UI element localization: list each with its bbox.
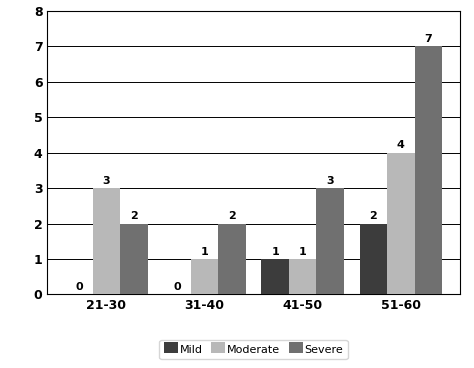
Bar xyxy=(120,224,147,294)
Text: 1: 1 xyxy=(201,247,209,256)
Bar xyxy=(218,224,246,294)
Text: 7: 7 xyxy=(425,34,432,44)
Text: 2: 2 xyxy=(228,211,236,221)
Text: 0: 0 xyxy=(173,282,181,292)
Bar xyxy=(317,188,344,294)
Bar xyxy=(387,153,415,294)
Bar xyxy=(92,188,120,294)
Bar xyxy=(360,224,387,294)
Text: 0: 0 xyxy=(75,282,82,292)
Bar xyxy=(415,46,442,294)
Text: 1: 1 xyxy=(299,247,307,256)
Text: 4: 4 xyxy=(397,140,405,150)
Text: 1: 1 xyxy=(271,247,279,256)
Bar xyxy=(289,259,317,294)
Text: 3: 3 xyxy=(327,176,334,186)
Text: 2: 2 xyxy=(130,211,137,221)
Bar xyxy=(262,259,289,294)
Text: 3: 3 xyxy=(102,176,110,186)
Bar xyxy=(191,259,218,294)
Legend: Mild, Moderate, Severe: Mild, Moderate, Severe xyxy=(159,340,348,359)
Text: 2: 2 xyxy=(370,211,377,221)
